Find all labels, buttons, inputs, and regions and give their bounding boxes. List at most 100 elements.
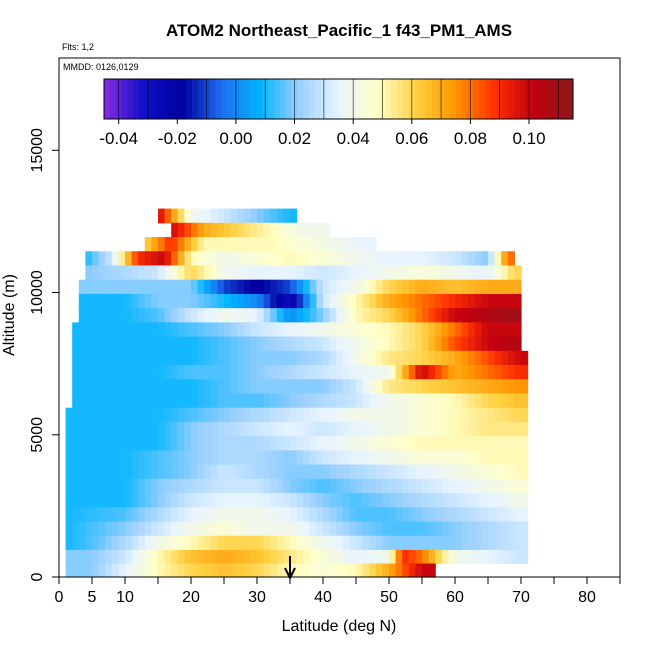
- heatmap-cell: [408, 535, 416, 551]
- heatmap-cell: [441, 421, 449, 437]
- heatmap-cell: [375, 365, 383, 380]
- heatmap-cell: [276, 393, 284, 409]
- heatmap-cell: [98, 450, 106, 466]
- heatmap-cell: [296, 393, 304, 409]
- heatmap-cell: [461, 365, 469, 380]
- heatmap-cell: [323, 350, 331, 366]
- heatmap-cell: [369, 279, 377, 295]
- heatmap-cell: [283, 393, 291, 409]
- heatmap-cell: [204, 308, 212, 323]
- heatmap-cell: [78, 308, 86, 323]
- heatmap-cell: [72, 507, 80, 523]
- heatmap-cell: [415, 379, 423, 395]
- heatmap-cell: [270, 450, 278, 466]
- heatmap-cell: [481, 535, 489, 551]
- heatmap-cell: [224, 493, 232, 508]
- heatmap-cell: [250, 493, 258, 508]
- heatmap-cell: [422, 563, 430, 578]
- heatmap-cell: [164, 493, 172, 508]
- heatmap-cell: [138, 436, 146, 451]
- heatmap-cell: [461, 521, 469, 537]
- heatmap-cell: [290, 365, 298, 380]
- heatmap-cell: [290, 407, 298, 423]
- heatmap-cell: [171, 279, 179, 295]
- x-tick-label: 50: [380, 589, 398, 606]
- heatmap-cell: [131, 464, 139, 480]
- heatmap-cell: [402, 450, 410, 466]
- heatmap-cell: [356, 308, 364, 323]
- heatmap-cell: [349, 237, 357, 252]
- heatmap-cell: [164, 393, 172, 409]
- heatmap-cell: [217, 549, 225, 565]
- heatmap-cell: [474, 535, 482, 551]
- heatmap-cell: [250, 308, 258, 323]
- heatmap-cell: [204, 436, 212, 451]
- heatmap-cell: [158, 393, 166, 409]
- heatmap-cell: [382, 308, 390, 323]
- heatmap-cell: [448, 493, 456, 508]
- heatmap-cell: [164, 464, 172, 480]
- heatmap-cell: [422, 535, 430, 551]
- heatmap-cell: [177, 208, 185, 224]
- heatmap-cell: [158, 464, 166, 480]
- heatmap-cell: [217, 251, 225, 267]
- heatmap-cell: [290, 322, 298, 338]
- heatmap-cell: [488, 379, 496, 395]
- heatmap-cell: [191, 365, 199, 380]
- heatmap-cell: [494, 507, 502, 523]
- heatmap-cell: [257, 436, 265, 451]
- heatmap-cell: [191, 507, 199, 523]
- heatmap-cell: [329, 549, 337, 565]
- heatmap-cell: [323, 308, 331, 323]
- heatmap-cell: [336, 521, 344, 537]
- heatmap-cell: [415, 407, 423, 423]
- heatmap-cell: [303, 265, 311, 281]
- heatmap-cell: [521, 507, 529, 523]
- heatmap-cell: [151, 450, 159, 466]
- heatmap-cell: [131, 421, 139, 437]
- heatmap-cell: [204, 293, 212, 309]
- heatmap-cell: [408, 493, 416, 508]
- heatmap-cell: [191, 549, 199, 565]
- heatmap-cell: [323, 222, 331, 238]
- colorbar-segment: [180, 79, 187, 119]
- heatmap-cell: [118, 549, 126, 565]
- heatmap-cell: [336, 237, 344, 252]
- heatmap-cell: [164, 507, 172, 523]
- heatmap-cell: [111, 421, 119, 437]
- heatmap-cell: [415, 293, 423, 309]
- heatmap-cell: [342, 493, 350, 508]
- heatmap-cell: [507, 493, 515, 508]
- heatmap-cell: [455, 407, 463, 423]
- heatmap-cell: [78, 535, 86, 551]
- heatmap-cell: [428, 308, 436, 323]
- heatmap-cell: [237, 322, 245, 338]
- heatmap-cell: [105, 308, 113, 323]
- heatmap-cell: [349, 379, 357, 395]
- heatmap-cell: [514, 265, 522, 281]
- colorbar-segment: [133, 79, 140, 119]
- x-tick-label: 70: [512, 589, 530, 606]
- heatmap-cell: [303, 478, 311, 494]
- heatmap-cell: [204, 222, 212, 238]
- heatmap-cell: [111, 464, 119, 480]
- heatmap-cell: [98, 251, 106, 267]
- heatmap-cell: [164, 308, 172, 323]
- colorbar-segment: [426, 79, 433, 119]
- heatmap-cell: [441, 293, 449, 309]
- heatmap-cell: [342, 251, 350, 267]
- heatmap-cell: [250, 507, 258, 523]
- heatmap-cell: [78, 365, 86, 380]
- heatmap-cell: [501, 493, 509, 508]
- heatmap-cell: [521, 464, 529, 480]
- heatmap-cell: [250, 421, 258, 437]
- heatmap-cell: [323, 493, 331, 508]
- heatmap-cell: [177, 478, 185, 494]
- heatmap-cell: [263, 379, 271, 395]
- colorbar-segment: [543, 79, 551, 119]
- heatmap-cell: [514, 535, 522, 551]
- heatmap-cell: [230, 450, 238, 466]
- heatmap-cell: [323, 293, 331, 309]
- heatmap-cell: [230, 507, 238, 523]
- heatmap-cell: [329, 563, 337, 578]
